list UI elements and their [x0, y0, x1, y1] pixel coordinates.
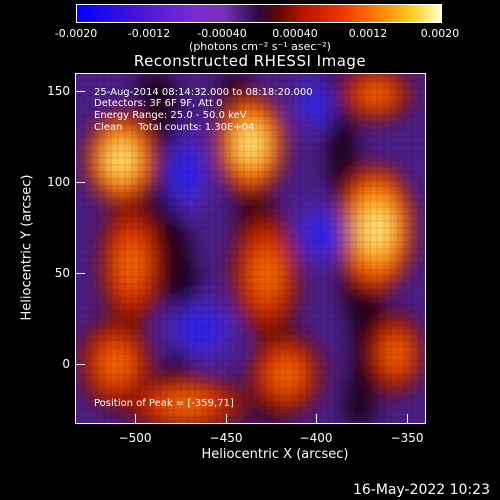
x-tickmark: [316, 414, 317, 423]
x-tick-label: −450: [209, 431, 243, 445]
y-tickmark: [76, 364, 85, 365]
colorbar-tick: 0.00040: [272, 27, 318, 40]
energy-range-text: Energy Range: 25.0 - 50.0 keV: [94, 110, 247, 121]
colorbar-tick: -0.0012: [127, 27, 171, 40]
detectors-text: Detectors: 3F 6F 9F, Att 0: [94, 98, 223, 109]
x-tick-label: −350: [390, 431, 424, 445]
timestamp: 16-May-2022 10:23: [352, 482, 490, 498]
colorbar-units: (photons cm⁻² s⁻¹ asec⁻²): [189, 40, 331, 53]
x-tick-label: −500: [118, 431, 152, 445]
colorbar-tick: -0.00040: [197, 27, 247, 40]
x-axis-label: Heliocentric X (arcsec): [201, 447, 349, 462]
rhessi-image: [75, 73, 426, 424]
x-tickmark: [135, 414, 136, 423]
rhessi-image-graphic: [76, 74, 425, 423]
y-tick-label: 0: [62, 357, 70, 371]
y-axis-label: Heliocentric Y (arcsec): [19, 174, 35, 321]
y-tick-label: 150: [47, 84, 70, 98]
clean-counts-text: Clean Total counts: 1.30E+04: [94, 122, 255, 133]
x-tick-label: −400: [299, 431, 333, 445]
x-tickmark: [226, 414, 227, 423]
colorbar: [76, 4, 442, 23]
y-tick-label: 100: [47, 175, 70, 189]
image-title: Reconstructed RHESSI Image: [133, 52, 367, 70]
colorbar-tick: 0.0012: [348, 27, 388, 40]
peak-position-text: Position of Peak = [-359,71]: [94, 398, 234, 409]
x-tickmark: [407, 414, 408, 423]
y-tick-label: 50: [54, 266, 70, 280]
colorbar-tick: -0.0020: [54, 27, 98, 40]
time-range-text: 25-Aug-2014 08:14:32.000 to 08:18:20.000: [94, 87, 313, 98]
y-tickmark: [76, 91, 85, 92]
colorbar-tick: 0.0020: [420, 27, 460, 40]
y-tickmark: [76, 273, 85, 274]
y-tickmark: [76, 182, 85, 183]
